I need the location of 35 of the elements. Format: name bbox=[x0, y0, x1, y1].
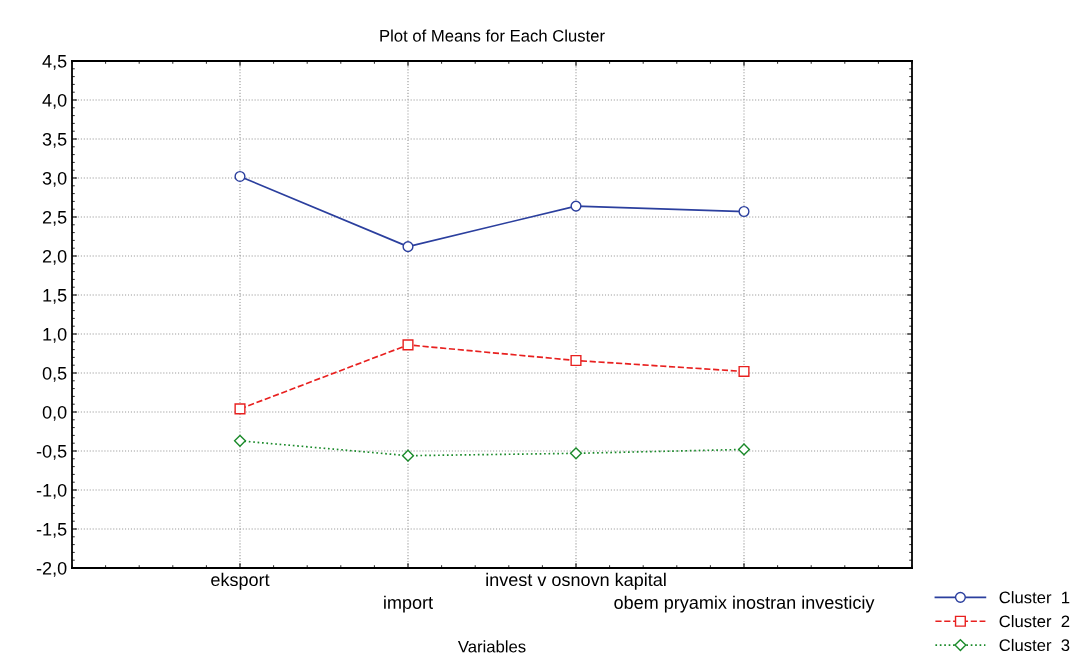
point bbox=[738, 205, 750, 218]
legend-label: Cluster 3 bbox=[999, 638, 1070, 652]
point bbox=[234, 403, 246, 415]
x-tick-label: import bbox=[384, 595, 433, 613]
y-tick-label: 1,5 bbox=[43, 289, 67, 304]
point bbox=[570, 354, 582, 367]
y-tick-label: 2,0 bbox=[42, 249, 67, 265]
y-tick-label: 4,0 bbox=[42, 93, 67, 109]
x-axis-title: Variables bbox=[457, 640, 526, 653]
point bbox=[737, 443, 751, 456]
y-tick-label: 4,5 bbox=[42, 55, 67, 70]
chart-title: Plot of Means for Each Cluster bbox=[380, 29, 605, 42]
y-tick-label: -0,5 bbox=[36, 444, 67, 460]
point bbox=[402, 241, 414, 253]
point bbox=[233, 434, 247, 447]
point bbox=[401, 449, 415, 462]
y-tick-label: 0,5 bbox=[42, 366, 67, 382]
y-tick-label: 2,5 bbox=[42, 210, 67, 226]
x-tick-label: obem pryamix inostran investiciy bbox=[614, 595, 875, 613]
y-tick-label: 1,0 bbox=[43, 327, 67, 343]
y-tick-label: -1,0 bbox=[36, 483, 67, 499]
y-tick-label: -2,0 bbox=[36, 561, 67, 577]
x-tick-label: eksport bbox=[211, 572, 270, 590]
y-tick-label: -1,5 bbox=[36, 523, 67, 538]
point bbox=[738, 365, 750, 377]
point bbox=[402, 339, 414, 351]
point bbox=[570, 200, 582, 212]
point bbox=[234, 170, 246, 182]
y-tick-label: 0,0 bbox=[42, 405, 67, 421]
legend-label: Cluster 1 bbox=[999, 591, 1070, 604]
point bbox=[569, 447, 583, 460]
y-tick-label: 3,5 bbox=[42, 132, 67, 148]
x-tick-label: invest v osnovn kapital bbox=[486, 572, 666, 590]
legend-label: Cluster 2 bbox=[999, 614, 1070, 628]
y-tick-label: 3,0 bbox=[42, 171, 67, 187]
